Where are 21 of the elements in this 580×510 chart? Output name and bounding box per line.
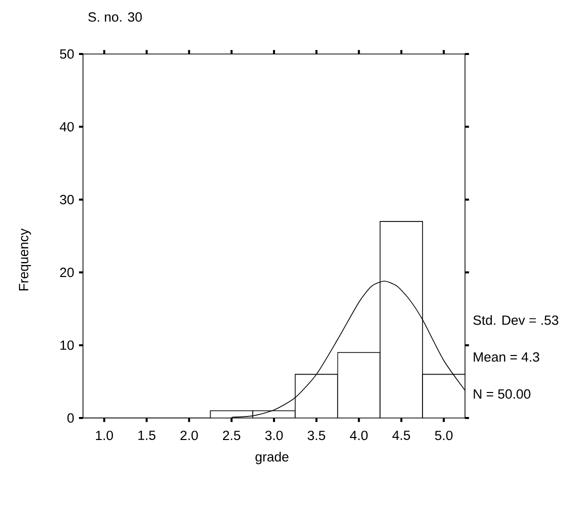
x-tick-label: 1.0 [96,430,113,440]
x-tick-label: 3.5 [308,430,326,440]
text: Std. Dev = .53 [473,315,558,325]
text: N = 50.00 [474,389,530,399]
y-tick-label: 30 [60,194,74,204]
x-tick-label: 1.5 [138,430,156,440]
x-tick-label: 2.0 [180,430,198,440]
y-tick-label: 20 [60,268,74,278]
chart-title: S. no. 30 [88,12,142,22]
x-tick-label: 4.5 [392,430,410,440]
y-axis-title: Frequency [19,228,31,290]
y-tick-label: 10 [60,340,74,350]
x-tick-label: 2.5 [222,430,240,440]
y-tick-label: 50 [60,49,74,59]
text: Mean = 4.3 [474,352,540,362]
y-tick-label: 40 [60,122,74,132]
x-tick-label: 4.0 [350,430,368,440]
y-tick-label: 0 [67,413,74,423]
x-tick-label: 5.0 [435,430,453,440]
x-axis-title: grade [256,452,288,464]
x-tick-label: 3.0 [265,430,283,440]
